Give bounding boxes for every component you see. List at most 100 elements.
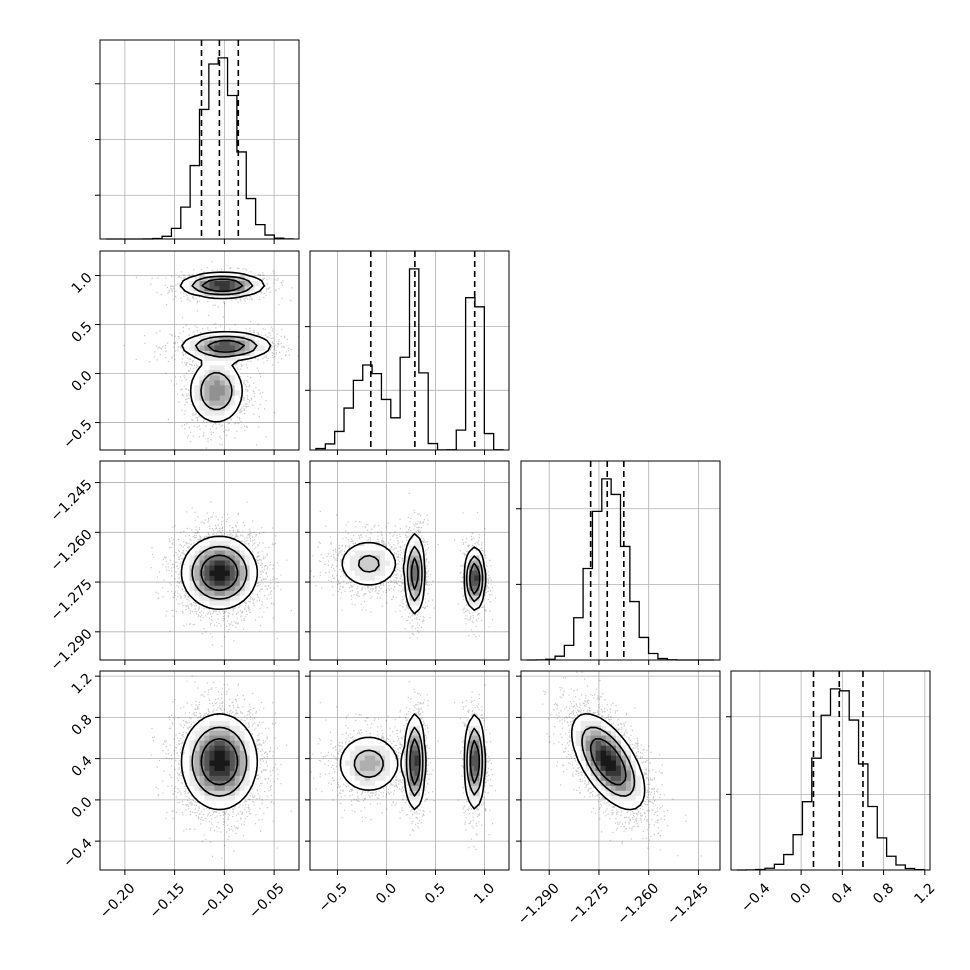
pair-frame bbox=[309, 460, 510, 661]
contour-line bbox=[201, 278, 246, 353]
pair-frame bbox=[520, 670, 721, 871]
density-shade bbox=[575, 720, 641, 801]
x-tick-label: −1.275 bbox=[565, 880, 613, 928]
x-tick-label: 0.8 bbox=[870, 880, 897, 907]
x-tick-label: 0.4 bbox=[829, 880, 856, 907]
contour-line bbox=[409, 738, 481, 786]
y-tick-label: 1.0 bbox=[69, 270, 96, 297]
density-shade bbox=[209, 565, 230, 581]
pair-panel-1-0 bbox=[95, 250, 300, 455]
contour-line bbox=[180, 535, 259, 611]
contour-line bbox=[191, 275, 258, 411]
contour-line bbox=[353, 726, 484, 797]
hist-line-1 bbox=[315, 268, 504, 451]
hist-panel-0 bbox=[95, 39, 300, 244]
y-tick-label: 1.2 bbox=[69, 670, 96, 697]
density-shade bbox=[414, 755, 420, 766]
x-tick-label: 0.5 bbox=[422, 880, 449, 907]
contour-line bbox=[589, 738, 627, 786]
density-shade bbox=[590, 740, 626, 786]
pair-frame bbox=[309, 670, 510, 871]
hist-line-0 bbox=[105, 57, 294, 240]
contour-line bbox=[357, 545, 484, 603]
x-tick-label: −0.20 bbox=[97, 880, 139, 922]
contour-line bbox=[191, 726, 248, 797]
x-tick-label: 1.2 bbox=[911, 880, 938, 907]
density-shade bbox=[209, 280, 235, 351]
hist-panel-1 bbox=[305, 250, 510, 455]
contour-line bbox=[180, 713, 259, 811]
y-tick-label: −0.5 bbox=[60, 417, 95, 452]
density-shade bbox=[204, 280, 240, 351]
y-tick-label: −0.4 bbox=[60, 835, 95, 870]
hist-frame-0 bbox=[99, 39, 300, 240]
y-tick-label: 0.4 bbox=[69, 753, 96, 780]
hist-frame-2 bbox=[520, 460, 721, 661]
pair-content bbox=[310, 671, 509, 870]
x-tick-label: −1.290 bbox=[515, 880, 563, 928]
density-shade bbox=[349, 540, 485, 606]
contour-line bbox=[200, 737, 239, 786]
x-tick-label: 1.0 bbox=[471, 880, 498, 907]
density-shade bbox=[209, 750, 230, 771]
contour-line bbox=[200, 554, 239, 592]
y-tick-label: −1.260 bbox=[48, 527, 96, 575]
contour-line bbox=[341, 532, 487, 615]
pair-frame bbox=[99, 250, 300, 451]
pair-content bbox=[100, 671, 299, 870]
density-shade bbox=[409, 745, 480, 781]
contour-line bbox=[191, 545, 248, 600]
contour-line bbox=[339, 713, 487, 811]
pair-content bbox=[310, 461, 509, 660]
hist-panel-3 bbox=[726, 670, 931, 875]
contour-line bbox=[570, 712, 646, 811]
density-shade bbox=[214, 280, 230, 292]
hist-line-2 bbox=[526, 478, 715, 661]
x-tick-label: −0.15 bbox=[147, 880, 189, 922]
x-tick-label: 0.0 bbox=[788, 880, 815, 907]
y-tick-label: −1.245 bbox=[48, 477, 96, 525]
hist-panel-2 bbox=[516, 460, 721, 665]
hist-frame-3 bbox=[730, 670, 931, 871]
x-tick-label: −1.245 bbox=[664, 880, 712, 928]
y-tick-label: −1.290 bbox=[48, 626, 96, 674]
hist-line-3 bbox=[736, 688, 925, 871]
x-tick-label: 0.0 bbox=[373, 880, 400, 907]
y-tick-label: 0.0 bbox=[69, 368, 96, 395]
pair-content bbox=[100, 251, 299, 450]
pair-panel-2-1 bbox=[305, 460, 510, 665]
y-tick-label: 0.5 bbox=[69, 319, 96, 346]
y-tick-label: 0.8 bbox=[69, 712, 96, 739]
hist-frame-1 bbox=[309, 250, 510, 451]
density-shade bbox=[409, 555, 485, 596]
density-shade bbox=[595, 745, 621, 776]
scatter-points bbox=[150, 675, 292, 859]
scatter-points bbox=[123, 261, 299, 449]
density-shade bbox=[199, 275, 245, 401]
pair-panel-3-0 bbox=[95, 670, 300, 875]
x-tick-label: −0.5 bbox=[316, 880, 351, 915]
pair-panel-3-1 bbox=[305, 670, 510, 875]
x-tick-label: −0.4 bbox=[738, 880, 773, 915]
density-shade bbox=[409, 565, 480, 591]
contour-line bbox=[581, 726, 636, 797]
density-shade bbox=[474, 575, 480, 581]
y-tick-label: 0.0 bbox=[69, 794, 96, 821]
contour-line bbox=[179, 271, 272, 423]
density-shade bbox=[409, 750, 480, 776]
density-shade bbox=[344, 725, 485, 801]
contour-line bbox=[410, 557, 481, 595]
x-tick-label: −0.05 bbox=[246, 880, 288, 922]
pair-panel-2-0 bbox=[95, 460, 300, 665]
density-shade bbox=[580, 725, 636, 796]
y-tick-label: −1.275 bbox=[48, 576, 96, 624]
pair-content bbox=[100, 461, 299, 660]
pair-frame bbox=[99, 670, 300, 871]
x-tick-label: −1.260 bbox=[614, 880, 662, 928]
density-shade bbox=[600, 750, 616, 771]
pair-panel-3-2 bbox=[516, 670, 721, 875]
pair-content bbox=[521, 671, 720, 870]
pair-frame bbox=[99, 460, 300, 661]
x-tick-label: −0.10 bbox=[196, 880, 238, 922]
